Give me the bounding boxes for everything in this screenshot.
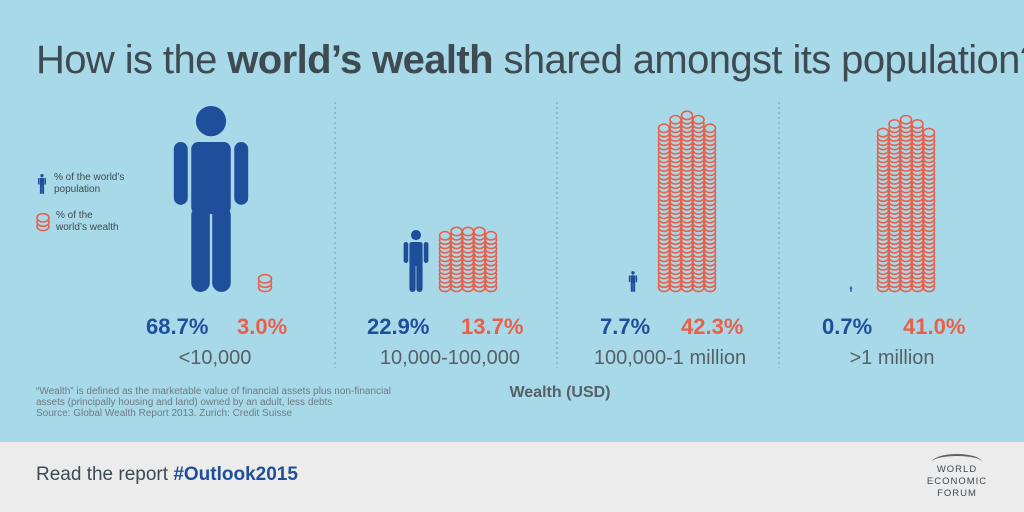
legend-population: % of the world’s population [36,172,124,196]
legend-population-label-1: % of the world’s [54,172,125,183]
note-line-2: assets (principally housing and land) ow… [36,397,333,408]
category-label-4: >1 million [849,347,935,369]
legend-wealth: % of the world’s wealth [36,210,119,234]
person-icon [38,174,46,194]
footer-cta: Read the report #Outlook2015 [36,464,298,486]
legend-wealth-label-2: world’s wealth [56,222,119,233]
pct-wealth-3: 42.3% [681,314,744,339]
title-part-1: How is the [36,38,228,82]
outlook-hashtag-link[interactable]: #Outlook2015 [173,464,298,485]
x-axis-label: Wealth (USD) [509,384,611,401]
wealth-coin-stack-1 [257,273,273,293]
population-figure-3 [628,271,638,292]
coin-stack-icon [36,212,50,232]
title-part-2: shared amongst its population? [493,38,1024,82]
logo-line-3: FORUM [937,488,977,499]
pct-wealth-2: 13.7% [461,314,524,339]
pct-wealth-1: 3.0% [237,314,288,339]
wef-logo: WORLD ECONOMIC FORUM [922,452,992,504]
pct-population-1: 68.7% [146,314,209,339]
source-note: Source: Global Wealth Report 2013. Zuric… [36,408,293,419]
pct-wealth-4: 41.0% [903,314,966,339]
pct-population-2: 22.9% [367,314,430,339]
wealth-coin-stack-2 [438,226,498,293]
legend-wealth-label-1: % of the [56,210,93,221]
pct-population-4: 0.7% [822,314,873,339]
infographic-panel: How is the world’s wealth shared amongst… [36,36,1024,419]
legend-population-label-2: population [54,184,101,195]
logo-line-1: WORLD [936,464,978,475]
pct-population-3: 7.7% [600,314,651,339]
legend-person-figure [38,174,46,194]
footer-text: Read the report [36,464,174,485]
category-label-1: <10,000 [178,347,252,369]
page-title: How is the world’s wealth shared amongst… [36,36,1024,84]
wealth-coin-stack-4 [876,114,936,293]
population-figure-2 [403,230,429,292]
footer: Read the report #Outlook2015 WORLD ECONO… [0,442,1024,512]
wealth-coin-stack-3 [657,110,717,293]
category-label-2: 10,000-100,000 [379,347,521,369]
title-bold-part: world’s wealth [227,38,493,82]
chart-area [173,102,936,368]
definition-note: “Wealth” is defined as the marketable va… [36,386,406,419]
population-figure-4 [849,286,853,292]
population-figure-1 [173,106,249,292]
logo-line-2: ECONOMIC [926,476,988,487]
note-line-1: “Wealth” is defined as the marketable va… [36,386,392,397]
category-label-3: 100,000-1 million [593,347,747,369]
